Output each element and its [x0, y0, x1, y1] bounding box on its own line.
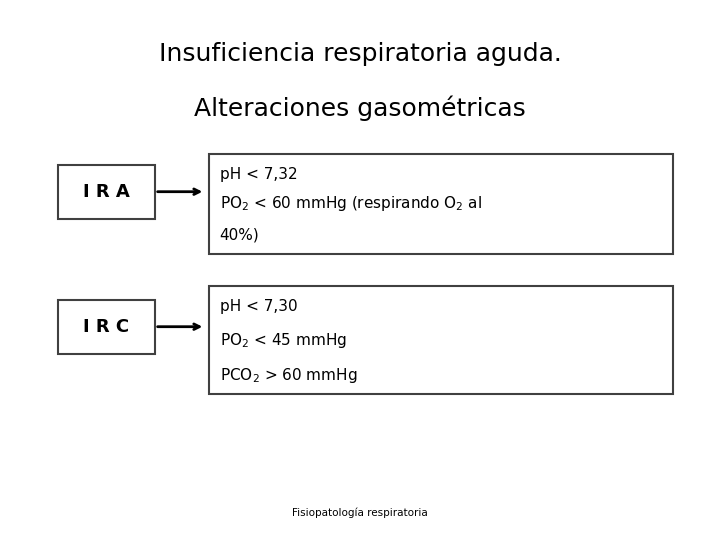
Text: PCO$_2$ > 60 mmHg: PCO$_2$ > 60 mmHg	[220, 366, 357, 385]
Text: 40%): 40%)	[220, 227, 259, 242]
Text: I R A: I R A	[83, 183, 130, 201]
Text: Fisiopatología respiratoria: Fisiopatología respiratoria	[292, 508, 428, 518]
Text: PO$_2$ < 60 mmHg (respirando O$_2$ al: PO$_2$ < 60 mmHg (respirando O$_2$ al	[220, 194, 482, 213]
Text: Alteraciones gasométricas: Alteraciones gasométricas	[194, 95, 526, 121]
Text: PO$_2$ < 45 mmHg: PO$_2$ < 45 mmHg	[220, 330, 346, 350]
Text: I R C: I R C	[83, 318, 130, 336]
Text: Insuficiencia respiratoria aguda.: Insuficiencia respiratoria aguda.	[158, 42, 562, 66]
Text: pH < 7,32: pH < 7,32	[220, 167, 297, 182]
Text: pH < 7,30: pH < 7,30	[220, 299, 297, 314]
